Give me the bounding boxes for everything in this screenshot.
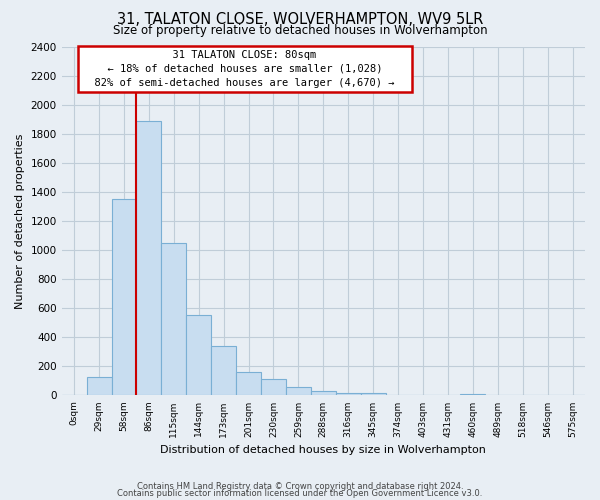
Bar xyxy=(261,380,286,396)
Bar xyxy=(236,372,261,396)
Text: Contains public sector information licensed under the Open Government Licence v3: Contains public sector information licen… xyxy=(118,489,482,498)
Text: Size of property relative to detached houses in Wolverhampton: Size of property relative to detached ho… xyxy=(113,24,487,37)
Text: 31 TALATON CLOSE: 80sqm  
  ← 18% of detached houses are smaller (1,028)  
  82%: 31 TALATON CLOSE: 80sqm ← 18% of detache… xyxy=(82,50,407,88)
Bar xyxy=(112,199,136,396)
Bar xyxy=(161,243,186,396)
Bar xyxy=(211,346,236,396)
Bar xyxy=(186,316,211,396)
Bar xyxy=(311,391,336,396)
Bar xyxy=(86,378,112,396)
Text: 31, TALATON CLOSE, WOLVERHAMPTON, WV9 5LR: 31, TALATON CLOSE, WOLVERHAMPTON, WV9 5L… xyxy=(117,12,483,28)
Bar xyxy=(560,394,585,396)
Bar xyxy=(286,386,311,396)
Bar xyxy=(361,392,386,396)
Bar xyxy=(136,120,161,396)
Text: Contains HM Land Registry data © Crown copyright and database right 2024.: Contains HM Land Registry data © Crown c… xyxy=(137,482,463,491)
Y-axis label: Number of detached properties: Number of detached properties xyxy=(15,134,25,308)
Bar xyxy=(336,392,361,396)
X-axis label: Distribution of detached houses by size in Wolverhampton: Distribution of detached houses by size … xyxy=(160,445,486,455)
Bar xyxy=(460,394,485,396)
